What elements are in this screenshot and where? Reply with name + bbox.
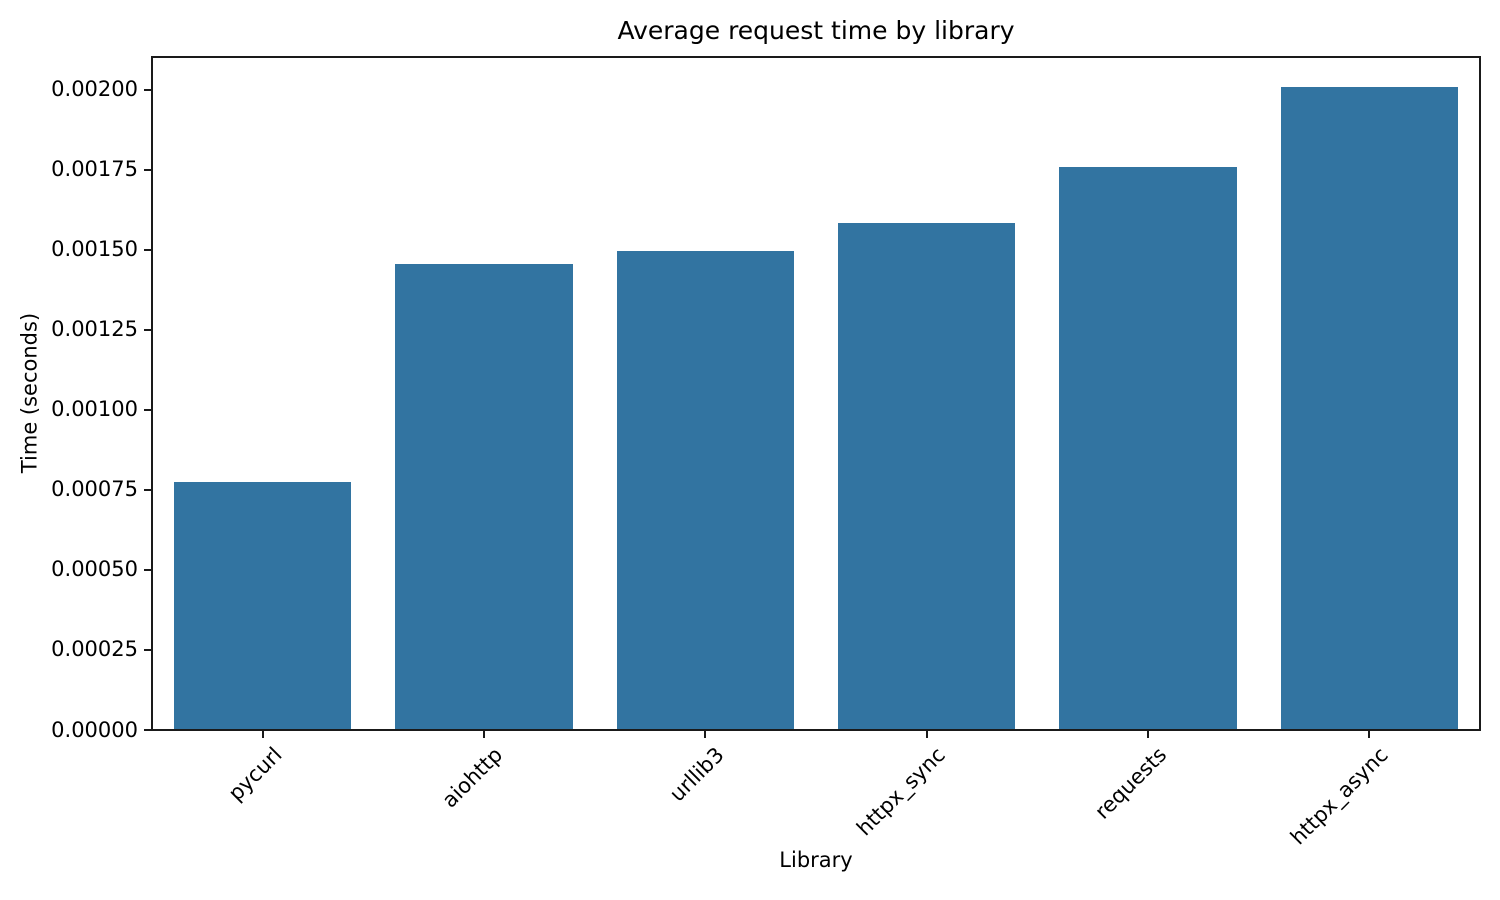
bar-requests	[1059, 167, 1237, 729]
y-tick-label: 0.00150	[51, 237, 138, 262]
y-tick-mark	[144, 168, 152, 171]
y-tick-mark	[144, 488, 152, 491]
y-tick-label: 0.00175	[51, 157, 138, 182]
x-tick-label-aiohttp: aiohttp	[437, 742, 508, 813]
x-tick-mark	[1147, 730, 1149, 738]
y-tick-mark	[144, 648, 152, 651]
x-tick-mark	[1368, 730, 1371, 738]
x-tick-label-pycurl: pycurl	[223, 742, 287, 806]
x-tick-label-urllib3: urllib3	[665, 742, 729, 807]
x-tick-mark	[925, 730, 928, 738]
bar-aiohttp	[395, 264, 573, 729]
y-axis-label: Time (seconds)	[17, 312, 42, 474]
y-tick-mark	[144, 88, 152, 91]
x-tick-mark	[704, 730, 707, 738]
x-tick-label-httpx_async: httpx_async	[1286, 742, 1393, 850]
y-tick-mark	[144, 568, 152, 571]
bar-pycurl	[174, 481, 352, 729]
x-axis-label: Library	[779, 848, 853, 872]
y-tick-mark	[144, 408, 152, 411]
y-tick-label: 0.00050	[51, 557, 138, 582]
y-tick-label: 0.00075	[51, 477, 138, 502]
bar-httpx_sync	[838, 223, 1016, 729]
x-tick-mark	[483, 730, 485, 738]
x-tick-label-requests: requests	[1090, 742, 1172, 824]
y-tick-label: 0.00200	[51, 77, 138, 102]
x-tick-mark	[261, 730, 264, 738]
x-tick-label-httpx_sync: httpx_sync	[852, 742, 951, 841]
bar-httpx_async	[1280, 87, 1458, 729]
y-tick-label: 0.00000	[51, 717, 138, 742]
y-tick-label: 0.00125	[51, 317, 138, 342]
y-tick-mark	[144, 729, 152, 731]
y-tick-label: 0.00100	[51, 397, 138, 422]
y-tick-mark	[144, 248, 152, 251]
y-tick-mark	[144, 328, 152, 331]
chart-title: Average request time by library	[617, 16, 1015, 45]
plot-area	[151, 56, 1481, 731]
y-tick-label: 0.00025	[51, 637, 138, 662]
bar-urllib3	[616, 251, 794, 729]
